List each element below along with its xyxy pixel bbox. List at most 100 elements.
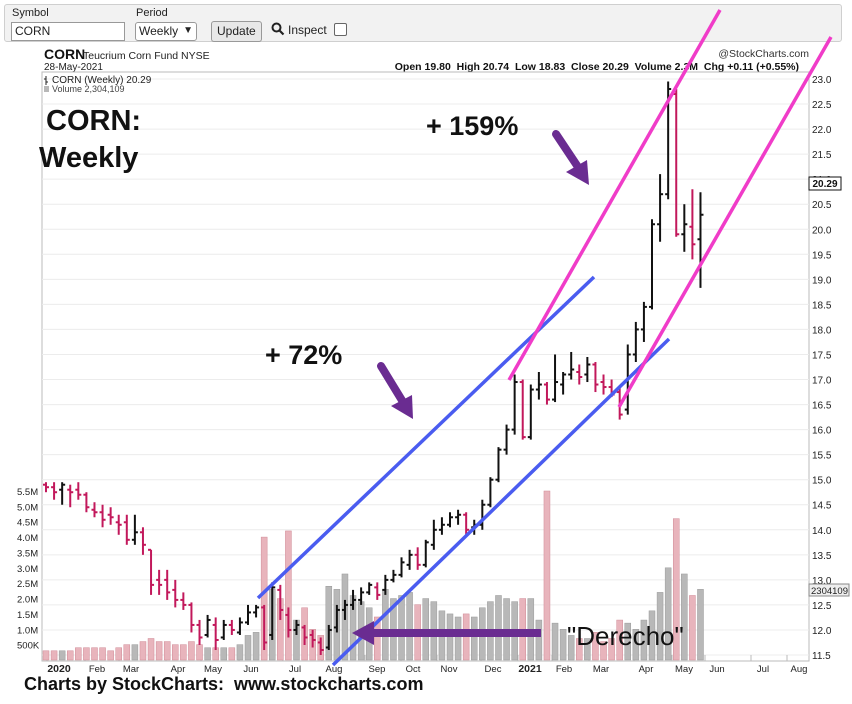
price-tick-label: 14.5 xyxy=(812,501,832,512)
volume-bar xyxy=(236,644,244,661)
ohlc-bar xyxy=(123,514,130,545)
volume-bar xyxy=(220,647,228,661)
ohlc-bar xyxy=(51,482,58,500)
inspect-label: Inspect xyxy=(288,23,327,37)
ohlc-bar xyxy=(228,619,235,635)
search-icon[interactable] xyxy=(271,22,285,36)
ohlc-legend-icon xyxy=(44,76,48,85)
ohlc-bar xyxy=(253,604,260,618)
volume-tick-label: 4.5M xyxy=(17,518,38,529)
ohlc-bar xyxy=(269,582,276,640)
fund-name-text: Teucrium Corn Fund xyxy=(83,50,178,62)
ohlc-bar xyxy=(649,219,655,310)
price-tick-label: 12.5 xyxy=(812,601,832,612)
ohlc-bar xyxy=(447,512,453,528)
volume-bar xyxy=(196,644,203,661)
time-tick-label: Feb xyxy=(89,664,105,675)
pink-upper-channel xyxy=(507,9,722,381)
ohlc-bar xyxy=(406,549,413,570)
corn-subtitle: Weekly xyxy=(39,142,138,174)
chevron-down-icon: ▼ xyxy=(183,25,193,36)
price-tick-label: 19.5 xyxy=(812,250,832,261)
ohlc-bar xyxy=(479,499,486,530)
time-tick-label: Mar xyxy=(593,664,609,675)
ohlc-bar xyxy=(640,301,647,342)
volume-bar xyxy=(584,638,591,661)
last-volume-tag: 2304109 xyxy=(808,583,850,597)
update-button[interactable]: Update xyxy=(211,21,262,42)
volume-bar xyxy=(107,650,114,661)
volume-bar xyxy=(608,638,615,661)
price-tick-label: 12.0 xyxy=(812,626,832,637)
ohlc-bar xyxy=(180,592,187,610)
ohlc-bar xyxy=(131,514,138,545)
volume-bar xyxy=(470,616,478,661)
ohlc-bar xyxy=(188,602,195,633)
price-tick-label: 16.5 xyxy=(812,401,832,412)
ohlc-bar xyxy=(139,527,146,555)
gain-72-label: + 72% xyxy=(265,340,342,370)
blue-lower-channel xyxy=(331,337,671,667)
ohlc-bar xyxy=(317,637,324,655)
inspect-checkbox[interactable] xyxy=(334,23,347,36)
toolbar: Symbol CORN Period Weekly ▼ Update Inspec… xyxy=(4,4,842,42)
price-axis: 23.022.522.021.521.020.520.019.519.018.5… xyxy=(812,75,832,662)
ohlc-bar xyxy=(75,482,82,500)
gain-159-label: + 159% xyxy=(426,111,518,141)
time-tick-label: 2020 xyxy=(47,663,71,675)
price-tick-label: 11.5 xyxy=(812,651,831,662)
symbol-input[interactable]: CORN xyxy=(11,22,125,41)
time-tick-label: Apr xyxy=(639,664,654,675)
ohlc-bar xyxy=(358,587,365,605)
ohlc-bar xyxy=(592,361,599,393)
arrow-159-shaft xyxy=(552,130,582,171)
volume-tick-label: 3.5M xyxy=(17,548,38,559)
volume-bar xyxy=(123,644,131,661)
ohlc-bar xyxy=(107,507,114,525)
ohlc-bar xyxy=(245,604,251,625)
last-price-text: 20.29 xyxy=(812,179,837,190)
time-tick-label: Oct xyxy=(406,664,421,675)
volume-bar xyxy=(58,650,66,661)
volume-axis: 5.5M 5.0M 4.5M 4.0M 3.5M 3.0M 2.5M 2.0M 1.5M 1.0M… xyxy=(17,487,40,652)
volume-bar xyxy=(681,573,688,661)
annotation-arrows xyxy=(352,130,589,645)
volume-bar xyxy=(163,641,171,661)
ohlc-bar xyxy=(43,482,49,493)
channel-lines xyxy=(256,9,833,667)
price-tick-label: 17.0 xyxy=(812,376,832,387)
time-tick-label: Aug xyxy=(791,664,808,675)
price-tick-label: 20.0 xyxy=(812,225,832,236)
time-tick-label: Aug xyxy=(326,664,343,675)
period-select[interactable]: Weekly ▼ xyxy=(135,22,197,41)
ohlc-bar xyxy=(59,482,66,505)
fund-name: Teucrium Corn Fund NYSE xyxy=(83,50,210,62)
ohlc-bar xyxy=(325,624,332,650)
last-volume-text: 2304109 xyxy=(811,586,848,597)
symbol-label: Symbol xyxy=(12,7,49,19)
time-tick-label: Jun xyxy=(709,664,724,675)
price-tick-label: 15.5 xyxy=(812,451,832,462)
volume-bar xyxy=(535,619,543,661)
ohlc-bar xyxy=(568,351,575,380)
volume-bar xyxy=(398,595,405,661)
ohlc-bar xyxy=(398,557,405,578)
ohlc-bar xyxy=(600,374,607,395)
price-tick-label: 15.0 xyxy=(812,476,832,487)
ohlc-bar xyxy=(422,539,429,568)
ohlc-bar xyxy=(91,502,98,518)
time-tick-label: Mar xyxy=(123,664,139,675)
volume-bar xyxy=(91,647,98,661)
price-tick-label: 14.0 xyxy=(812,526,832,537)
ohlc-bar xyxy=(576,364,583,385)
volume-tick-label: 500K xyxy=(17,641,40,652)
ohlc-bar xyxy=(414,547,421,570)
chart-legend: CORN (Weekly) 20.29 Volume 2,304,109 xyxy=(44,75,152,94)
ohlc-bar xyxy=(204,614,211,638)
volume-tick-label: 5.0M xyxy=(17,502,38,513)
volume-bar xyxy=(115,647,122,661)
volume-tick-label: 1.5M xyxy=(17,610,38,621)
ohlc-bar xyxy=(277,584,284,620)
ohlc-bar xyxy=(293,619,300,635)
pink-lower-channel xyxy=(617,36,833,408)
